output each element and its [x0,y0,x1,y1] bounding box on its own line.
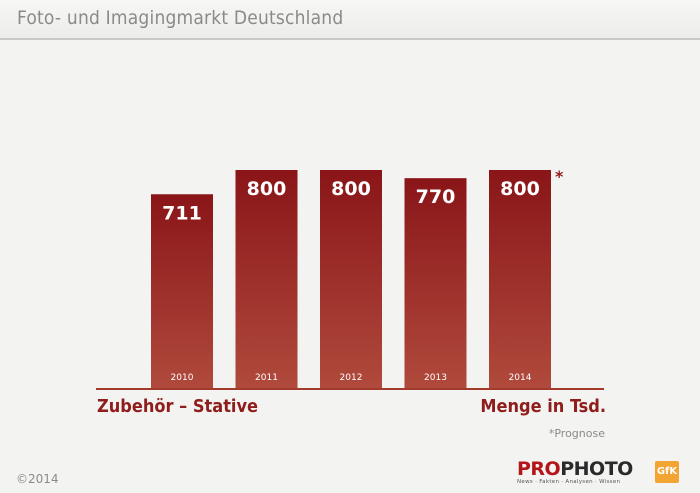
value-label-2011: 800 [247,178,287,200]
copyright-text: ©2014 [16,472,59,486]
bar-chart: 711 2010 800 2011 800 2012 770 2013 800 2014 * [96,167,604,390]
value-label-2014: 800 [500,178,540,200]
forecast-note: *Prognose [548,427,605,440]
tick-label-2013: 2013 [424,373,447,383]
tick-label-2012: 2012 [340,373,363,383]
value-label-2010: 711 [162,202,202,224]
tick-label-2011: 2011 [255,373,278,383]
gfk-logo: GfK [655,461,679,483]
logo-photo-text: PHOTO [560,458,633,480]
prophoto-logo: PROPHOTO News · Fakten · Analysen · Wiss… [517,459,637,489]
value-label-2012: 800 [331,178,371,200]
bar-2013 [404,178,467,388]
bar-2014 [489,170,551,388]
forecast-asterisk: * [555,167,564,186]
category-label: Zubehör – Stative [97,396,259,417]
tick-label-2014: 2014 [509,373,532,383]
unit-label: Menge in Tsd. [480,396,606,417]
bar-2010 [151,194,213,388]
header-bar: Foto- und Imagingmarkt Deutschland [0,0,700,40]
bar-2011 [235,170,298,388]
tick-label-2010: 2010 [171,373,194,383]
value-label-2013: 770 [416,186,456,208]
bar-2012 [320,170,382,388]
logo-pro-text: PRO [517,458,561,480]
chart-title: Foto- und Imagingmarkt Deutschland [17,7,344,29]
logo-tagline: News · Fakten · Analysen · Wissen [517,479,621,485]
